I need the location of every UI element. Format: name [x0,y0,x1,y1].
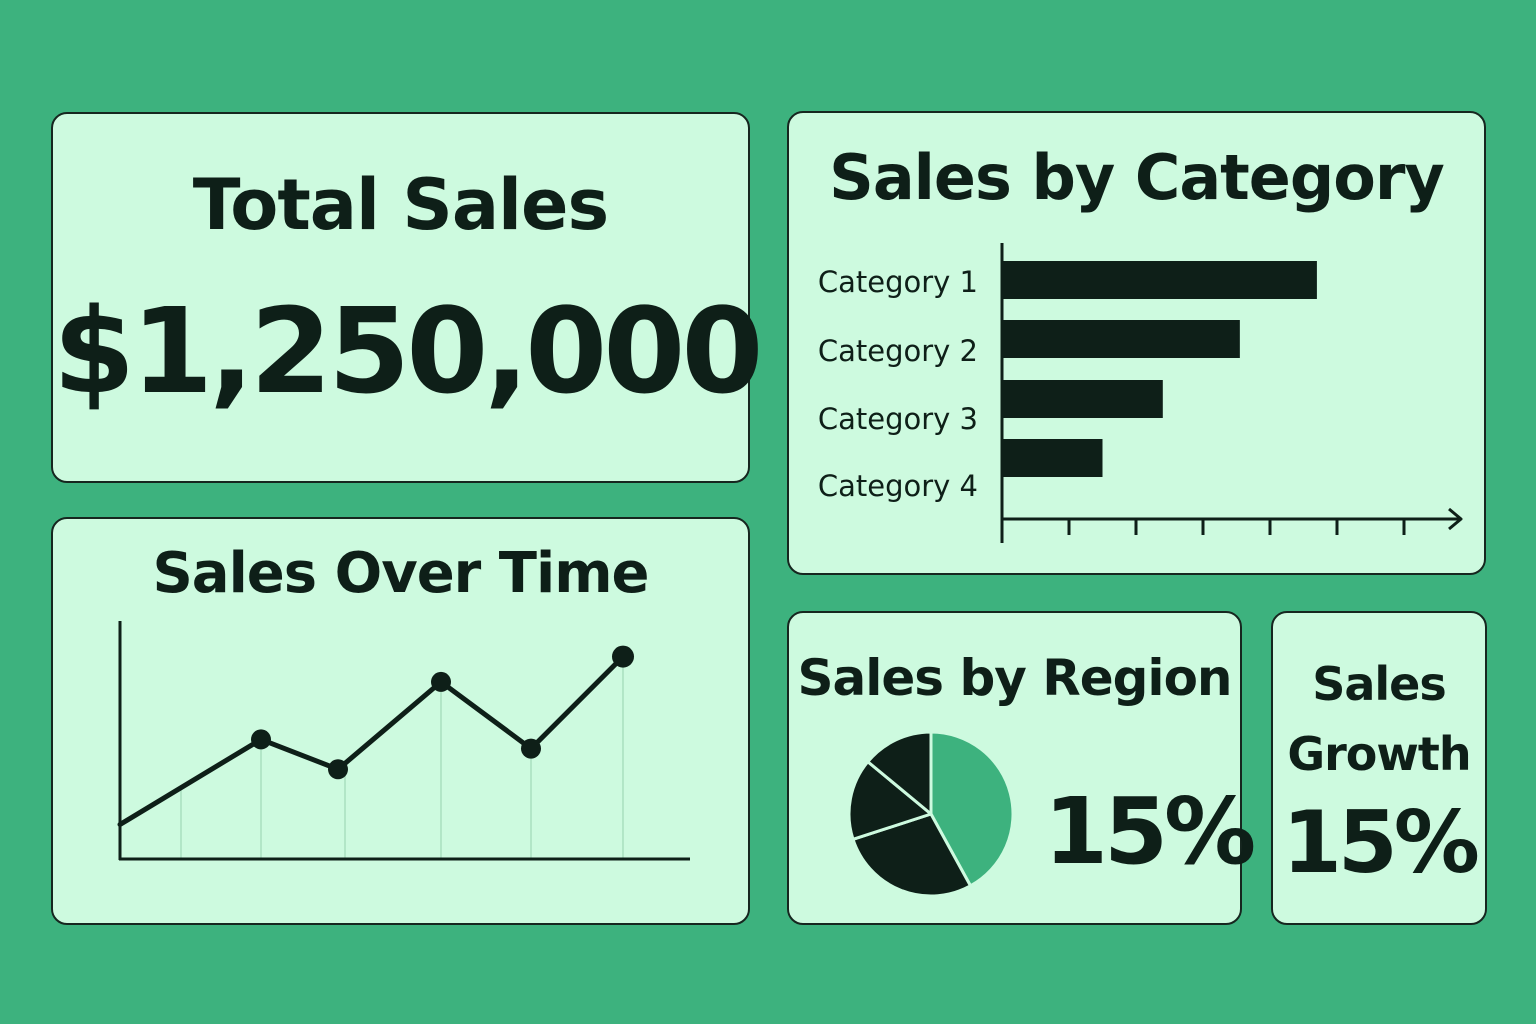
pie-slice [866,730,933,816]
sales-growth-title-line2: Growth [1287,727,1471,781]
bar-chart-category-label: Category 3 [818,402,978,436]
bar-chart-category-label: Category 1 [818,265,978,299]
sales-growth-title-line1: Sales [1312,657,1447,711]
bar-chart-bar [1002,261,1317,299]
line-chart-point [521,738,541,759]
line-chart-series [117,654,626,827]
sales-by-category-card: Sales by Category Category 1 Category 2 Ca… [787,111,1486,575]
line-chart-point [431,671,451,692]
sales-over-time-chart [117,621,690,861]
pie-slice [929,730,1015,888]
sales-growth-title: Sales Growth [1273,649,1485,789]
sales-by-category-title: Sales by Category [829,141,1445,214]
sales-by-region-pie [847,730,1015,898]
sales-by-region-card: Sales by Region 15% [787,611,1256,925]
total-sales-title: Total Sales [192,164,609,246]
line-chart-point [251,729,271,750]
sales-by-category-chart: Category 1 Category 2 Category 3 Category 4 [818,243,1463,543]
sales-by-region-value: 15% [1044,778,1256,885]
bar-chart-x-axis-arrow [1448,507,1463,531]
total-sales-value: $1,250,000 [53,282,764,420]
line-chart-point [328,759,348,780]
sales-growth-value: 15% [1282,793,1480,893]
sales-by-region-title: Sales by Region [797,649,1232,707]
bar-chart-category-label: Category 4 [818,469,978,503]
bar-chart-bar [1002,380,1163,418]
sales-growth-card: Sales Growth 15% [1271,611,1487,925]
total-sales-card: Total Sales $1,250,000 [51,112,764,483]
bar-chart-bar [1002,320,1240,358]
bar-chart-bar [1002,439,1103,477]
pie-slice [847,760,933,841]
line-chart-point [612,645,634,668]
bar-chart-category-label: Category 2 [818,334,978,368]
sales-over-time-title: Sales Over Time [152,541,649,606]
pie-slice [851,812,973,898]
sales-over-time-card: Sales Over Time [51,517,750,925]
